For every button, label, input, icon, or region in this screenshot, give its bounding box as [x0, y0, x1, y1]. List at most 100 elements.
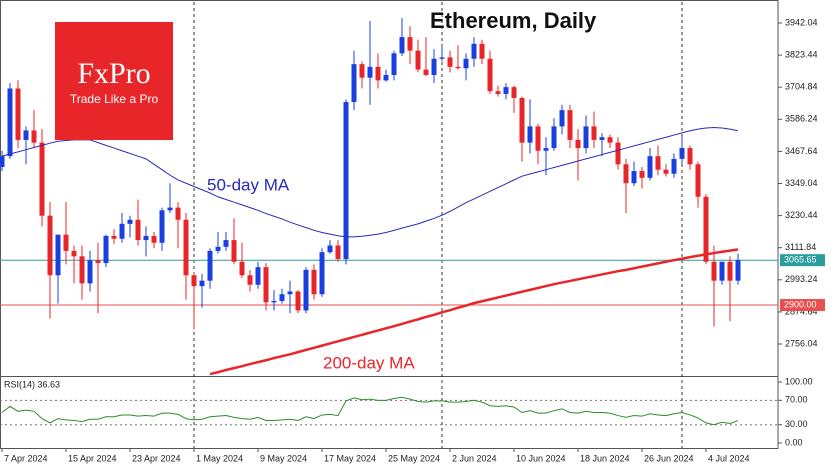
candle-body — [423, 69, 429, 75]
candle-body — [711, 261, 717, 281]
x-tick-label: 25 May 2024 — [388, 453, 440, 463]
chart-title: Ethereum, Daily — [430, 8, 597, 33]
candle-body — [175, 207, 181, 220]
candle-body — [623, 164, 629, 184]
candle-body — [527, 126, 533, 143]
y-tick-label: 3111.84 — [785, 242, 816, 252]
candle-body — [79, 256, 85, 284]
candle-body — [471, 43, 477, 59]
y-tick-label: 2993.24 — [785, 274, 818, 284]
x-tick-label: 10 Jun 2024 — [516, 453, 566, 463]
x-tick-label: 9 May 2024 — [260, 453, 307, 463]
x-tick-label: 23 Apr 2024 — [132, 453, 181, 463]
candle-body — [455, 66, 461, 69]
candle-body — [71, 250, 77, 257]
candle-body — [47, 215, 53, 276]
candle-body — [703, 196, 709, 262]
x-tick-label: 17 May 2024 — [324, 453, 376, 463]
candle-body — [311, 269, 317, 295]
rsi-pane — [0, 396, 778, 426]
y-tick-label: 3586.24 — [785, 114, 818, 124]
moving-average — [209, 248, 739, 375]
y-tick-label: 0.00 — [785, 437, 803, 447]
x-tick-label: 26 Jun 2024 — [644, 453, 694, 463]
ma-annotation: 200-day MA — [323, 353, 415, 372]
candle-body — [119, 223, 125, 239]
logo-box — [55, 22, 173, 140]
x-tick-label: 18 Jun 2024 — [580, 453, 630, 463]
candle-body — [103, 236, 109, 264]
level-tag — [780, 299, 825, 312]
logo-tagline: Trade Like a Pro — [70, 92, 159, 106]
candle-body — [679, 148, 685, 159]
candle-body — [487, 58, 493, 92]
candle-body — [159, 210, 165, 243]
candle-body — [511, 87, 517, 98]
candle-body — [87, 260, 93, 284]
candle-body — [719, 261, 725, 281]
candle-body — [135, 219, 141, 241]
candle-body — [327, 245, 333, 253]
candle-body — [599, 137, 605, 140]
price-pane — [0, 18, 778, 375]
candle-body — [183, 219, 189, 276]
candle-body — [271, 300, 277, 303]
candle-body — [343, 102, 349, 260]
candle-body — [151, 236, 157, 243]
candle-body — [223, 240, 229, 247]
candle-body — [215, 246, 221, 251]
candle-body — [583, 126, 589, 149]
candle-body — [591, 126, 597, 140]
level-label: 2900.00 — [784, 299, 817, 309]
candle-body — [407, 37, 413, 51]
candle-body — [503, 87, 509, 94]
candle-body — [447, 57, 453, 67]
moving-average — [1, 126, 739, 238]
candle-body — [639, 171, 645, 178]
y-tick-label: 3942.04 — [785, 17, 818, 27]
candle-body — [239, 261, 245, 276]
rsi-line — [1, 396, 739, 426]
candle-body — [167, 207, 173, 211]
candle-body — [519, 97, 525, 143]
candle-body — [647, 156, 653, 178]
candle-body — [295, 291, 301, 311]
candle-body — [695, 164, 701, 197]
candle-body — [687, 148, 693, 165]
candle-body — [551, 126, 557, 149]
y-tick-label: 3467.64 — [785, 146, 818, 156]
candle-body — [207, 250, 213, 281]
candle-body — [463, 58, 469, 69]
candle-body — [7, 88, 13, 157]
plot-frame — [0, 0, 779, 449]
candle-body — [535, 126, 541, 151]
candle-body — [247, 275, 253, 285]
candle-body — [399, 37, 405, 54]
level-tag — [780, 254, 825, 267]
candle-body — [631, 171, 637, 184]
y-tick-label: 3349.04 — [785, 178, 818, 188]
candle-body — [39, 142, 45, 216]
candle-body — [415, 50, 421, 70]
candle-body — [23, 130, 29, 140]
candle-body — [319, 252, 325, 295]
candle-body — [263, 267, 269, 303]
candle-body — [543, 148, 549, 151]
y-tick-label: 100.00 — [785, 376, 813, 386]
y-tick-label: 30.00 — [785, 419, 808, 429]
y-tick-label: 2756.04 — [785, 338, 818, 348]
candle-body — [31, 130, 37, 143]
candle-body — [143, 236, 149, 241]
x-tick-label: 4 Jul 2024 — [708, 453, 750, 463]
candle-body — [375, 66, 381, 81]
candle-body — [199, 280, 205, 287]
candle-body — [127, 219, 133, 224]
candle-body — [111, 236, 117, 239]
candle-body — [55, 234, 61, 276]
candle-body — [607, 137, 613, 143]
x-tick-label: 1 May 2024 — [196, 453, 243, 463]
candle-body — [575, 139, 581, 149]
x-tick-label: 2 Jun 2024 — [452, 453, 497, 463]
logo-name: FxPro — [77, 57, 150, 90]
y-tick-label: 3823.44 — [785, 49, 818, 59]
